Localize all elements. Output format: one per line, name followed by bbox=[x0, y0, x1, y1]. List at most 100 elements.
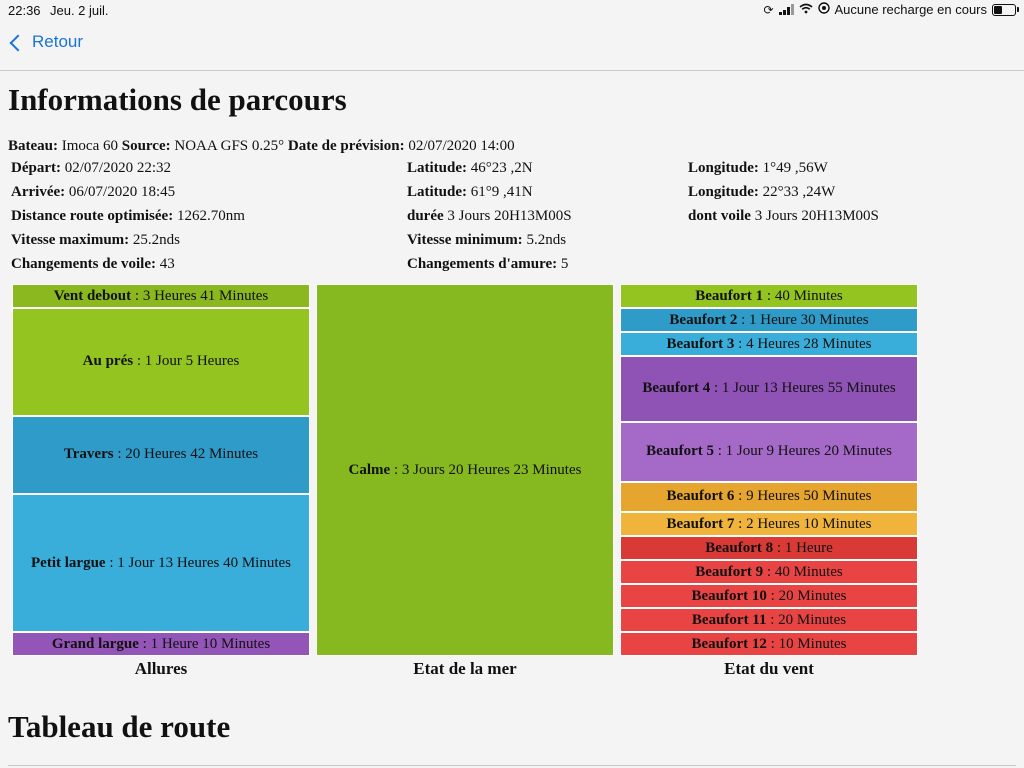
stacked-chart-0: Vent debout : 3 Heures 41 Minutes Au prés… bbox=[12, 284, 310, 656]
info-cell: Latitude: 46°23 ,2N bbox=[407, 160, 533, 177]
segment-label: Beaufort 3 bbox=[666, 335, 735, 352]
segment-label: Beaufort 8 bbox=[705, 539, 774, 556]
info-value: 43 bbox=[159, 256, 175, 272]
segment-label: Grand largue bbox=[51, 635, 139, 652]
chart-segment: Beaufort 11 : 20 Minutes bbox=[620, 608, 918, 632]
segment-separator: : bbox=[734, 488, 747, 505]
info-cell: dont voile 3 Jours 20H13M00S bbox=[688, 208, 879, 225]
info-label: Latitude: bbox=[407, 184, 467, 200]
info-label: Départ: bbox=[11, 160, 61, 176]
segment-label: Beaufort 9 bbox=[695, 563, 764, 580]
status-date: Jeu. 2 juil. bbox=[50, 3, 109, 18]
info-value: 06/07/2020 18:45 bbox=[68, 184, 176, 200]
segment-separator: : bbox=[763, 287, 775, 304]
info-cell: Longitude: 22°33 ,24W bbox=[688, 184, 835, 201]
segment-label: Vent debout bbox=[53, 287, 132, 304]
chart-segment: Beaufort 3 : 4 Heures 28 Minutes bbox=[620, 332, 918, 356]
chart-segment: Beaufort 6 : 9 Heures 50 Minutes bbox=[620, 481, 918, 512]
bateau-value: Imoca 60 bbox=[61, 138, 118, 154]
segment-label: Beaufort 7 bbox=[666, 515, 735, 532]
back-button[interactable]: Retour bbox=[9, 32, 83, 52]
info-cell: durée 3 Jours 20H13M00S bbox=[407, 208, 572, 225]
segment-separator: : bbox=[105, 554, 118, 571]
segment-value: 40 Minutes bbox=[774, 563, 843, 580]
segment-value: 2 Heures 10 Minutes bbox=[746, 515, 872, 532]
segment-separator: : bbox=[710, 380, 722, 397]
info-label: Longitude: bbox=[688, 184, 759, 200]
segment-value: 3 Heures 41 Minutes bbox=[142, 287, 269, 304]
segment-label: Petit largue bbox=[31, 554, 106, 571]
info-label: Arrivée: bbox=[11, 184, 66, 200]
source-value: NOAA GFS 0.25° bbox=[174, 138, 285, 154]
chart-segment: Beaufort 10 : 20 Minutes bbox=[620, 584, 918, 608]
info-label: Changements d'amure: bbox=[407, 256, 558, 272]
segment-label: Beaufort 6 bbox=[666, 488, 735, 505]
segment-separator: : bbox=[734, 515, 747, 532]
signal-icon bbox=[778, 4, 794, 15]
chart-segment: Beaufort 9 : 40 Minutes bbox=[620, 560, 918, 584]
segment-label: Beaufort 2 bbox=[669, 311, 738, 328]
segment-value: 10 Minutes bbox=[778, 635, 847, 652]
location-icon bbox=[817, 2, 830, 17]
segment-value: 9 Heures 50 Minutes bbox=[746, 488, 872, 505]
chart-segment: Au prés : 1 Jour 5 Heures bbox=[12, 308, 310, 416]
segment-value: 1 Jour 13 Heures 55 Minutes bbox=[721, 380, 896, 397]
segment-value: 40 Minutes bbox=[774, 287, 843, 304]
source-label: Source: bbox=[121, 138, 171, 154]
segment-separator: : bbox=[133, 353, 145, 370]
segment-value: 3 Jours 20 Heures 23 Minutes bbox=[401, 461, 582, 478]
info-label: Changements de voile: bbox=[11, 256, 156, 272]
segment-separator: : bbox=[763, 563, 775, 580]
segment-label: Beaufort 1 bbox=[695, 287, 764, 304]
info-value: 46°23 ,2N bbox=[470, 160, 533, 176]
segment-value: 20 Heures 42 Minutes bbox=[125, 446, 259, 463]
segment-separator: : bbox=[390, 461, 402, 478]
info-value: 3 Jours 20H13M00S bbox=[447, 208, 572, 224]
chart-axis-label: Etat de la mer bbox=[413, 659, 517, 678]
segment-separator: : bbox=[773, 539, 785, 556]
stacked-chart-2: Beaufort 1 : 40 Minutes Beaufort 2 : 1 He… bbox=[620, 284, 918, 656]
segment-value: 20 Minutes bbox=[778, 587, 847, 604]
segment-value: 1 Heure 10 Minutes bbox=[150, 635, 271, 652]
info-cell: Vitesse minimum: 5.2nds bbox=[407, 232, 566, 249]
segment-value: 20 Minutes bbox=[778, 611, 847, 628]
chart-axis-label: Etat du vent bbox=[724, 659, 814, 678]
chart-segment: Petit largue : 1 Jour 13 Heures 40 Minut… bbox=[12, 494, 310, 632]
chart-segment: Grand largue : 1 Heure 10 Minutes bbox=[12, 632, 310, 656]
info-cell: Changements d'amure: 5 bbox=[407, 256, 568, 273]
segment-label: Calme bbox=[348, 461, 391, 478]
chart-axis-label: Allures bbox=[134, 659, 188, 678]
segment-separator: : bbox=[737, 311, 749, 328]
status-icons: ⟳ Aucune recharge en cours bbox=[763, 2, 1019, 17]
segment-value: 1 Jour 5 Heures bbox=[144, 353, 240, 370]
segment-label: Au prés bbox=[82, 353, 134, 370]
chart-segment: Vent debout : 3 Heures 41 Minutes bbox=[12, 284, 310, 308]
battery-status-text: Aucune recharge en cours bbox=[834, 2, 987, 17]
segment-separator: : bbox=[131, 287, 143, 304]
segment-label: Beaufort 11 bbox=[691, 611, 767, 628]
wifi-icon bbox=[799, 3, 813, 17]
segment-value: 1 Jour 13 Heures 40 Minutes bbox=[117, 554, 291, 571]
chart-segment: Beaufort 8 : 1 Heure bbox=[620, 536, 918, 560]
page-title: Informations de parcours bbox=[8, 82, 347, 117]
info-label: durée bbox=[407, 208, 444, 224]
chart-segment: Beaufort 4 : 1 Jour 13 Heures 55 Minutes bbox=[620, 356, 918, 422]
nav-bar: Retour bbox=[0, 22, 1024, 71]
segment-value: 1 Heure bbox=[784, 539, 833, 556]
segment-label: Travers bbox=[63, 446, 114, 463]
chart-segment: Beaufort 2 : 1 Heure 30 Minutes bbox=[620, 308, 918, 332]
info-value: 3 Jours 20H13M00S bbox=[754, 208, 879, 224]
segment-value: 1 Heure 30 Minutes bbox=[749, 311, 869, 328]
info-value: 61°9 ,41N bbox=[470, 184, 533, 200]
info-cell: Arrivée: 06/07/2020 18:45 bbox=[11, 184, 175, 201]
info-label: Vitesse maximum: bbox=[11, 232, 130, 248]
chart-segment: Beaufort 1 : 40 Minutes bbox=[620, 284, 918, 308]
info-cell: Distance route optimisée: 1262.70nm bbox=[11, 208, 245, 225]
segment-value: 1 Jour 9 Heures 20 Minutes bbox=[725, 443, 892, 460]
info-cell: Départ: 02/07/2020 22:32 bbox=[11, 160, 171, 177]
info-value: 1262.70nm bbox=[176, 208, 245, 224]
chart-segment: Beaufort 5 : 1 Jour 9 Heures 20 Minutes bbox=[620, 421, 918, 482]
divider bbox=[8, 765, 1016, 766]
info-label: Distance route optimisée: bbox=[11, 208, 174, 224]
chevron-left-icon bbox=[9, 34, 27, 51]
